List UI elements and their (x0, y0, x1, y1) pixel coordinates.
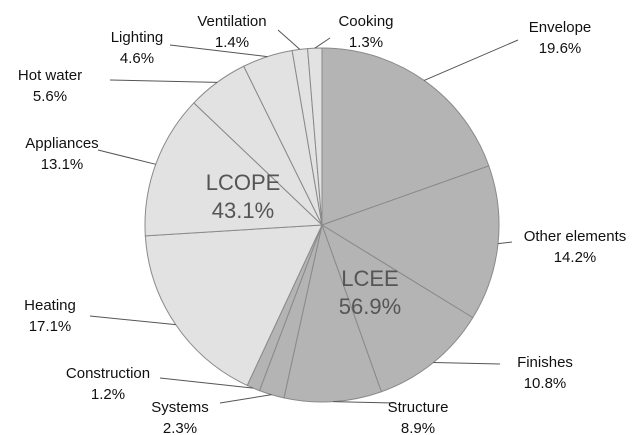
slice-label: Ventilation (197, 13, 266, 30)
slice-label: Finishes (517, 354, 573, 371)
leader-line (97, 149, 156, 165)
slice-value: 14.2% (554, 249, 597, 266)
slice-value: 8.9% (401, 420, 435, 435)
slice-value: 1.4% (215, 34, 249, 51)
slice-label: Hot water (18, 67, 82, 84)
group-name: LCEE (341, 266, 398, 291)
slice-label: Appliances (25, 135, 98, 152)
leader-line (333, 401, 396, 404)
leader-line (497, 241, 513, 245)
leader-line (277, 29, 301, 50)
slice-value: 4.6% (120, 50, 154, 67)
slice-label: Envelope (529, 19, 592, 36)
leader-line (169, 44, 268, 58)
leader-line (423, 39, 519, 81)
leader-line (159, 377, 254, 389)
group-value: 43.1% (212, 198, 274, 223)
slice-value: 2.3% (163, 420, 197, 435)
pie-slice (283, 223, 383, 403)
slice-value: 1.3% (349, 34, 383, 51)
slice-label: Systems (151, 399, 209, 416)
slice-value: 17.1% (29, 318, 72, 335)
slice-value: 19.6% (539, 40, 582, 57)
slice-label: Construction (66, 365, 150, 382)
slice-label: Heating (24, 297, 76, 314)
slice-value: 5.6% (33, 88, 67, 105)
slice-label: Other elements (524, 228, 627, 245)
slice-label: Lighting (111, 29, 164, 46)
pie-slice (144, 224, 323, 387)
leader-line (314, 37, 331, 49)
leader-line (433, 362, 501, 365)
slice-label: Structure (388, 399, 449, 416)
leader-line (219, 394, 272, 404)
leader-line (109, 79, 218, 83)
group-name: LCOPE (206, 170, 281, 195)
pie-slice (320, 165, 500, 319)
pie-slice (321, 223, 474, 393)
slice-value: 13.1% (41, 156, 84, 173)
leader-line (89, 315, 176, 326)
group-value: 56.9% (339, 294, 401, 319)
slice-label: Cooking (338, 13, 393, 30)
slice-value: 1.2% (91, 386, 125, 403)
slice-value: 10.8% (524, 375, 567, 392)
